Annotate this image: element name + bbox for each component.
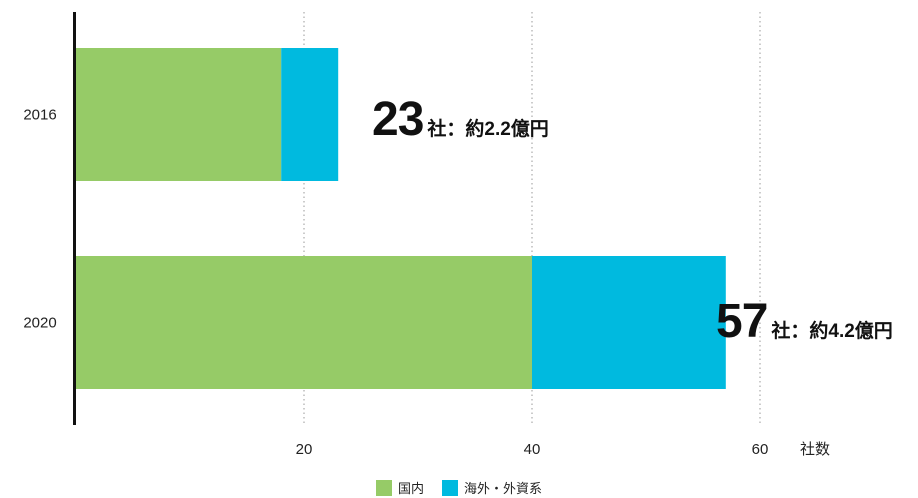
bars <box>76 48 726 389</box>
category-label-2020: 2020 <box>23 315 56 332</box>
legend-label-overseas: 海外・外資系 <box>464 481 543 496</box>
x-axis-label: 社数 <box>800 441 830 458</box>
legend-item-domestic: 国内 <box>375 478 424 497</box>
category-label-2016: 2016 <box>23 107 56 124</box>
annotation-2016: 23 社：約2.2億円 <box>372 93 549 146</box>
x-tick-label: 20 <box>296 441 313 458</box>
bar-2020-series-0 <box>76 256 532 389</box>
bar-2020-series-1 <box>532 256 726 389</box>
annotation-number: 23 <box>372 93 423 146</box>
annotation-2020: 57 社：約4.2億円 <box>716 295 893 348</box>
bar-2016-series-0 <box>76 48 282 181</box>
annotation-suffix: 社：約2.2億円 <box>426 117 548 140</box>
legend-label-domestic: 国内 <box>397 481 424 496</box>
annotation-suffix: 社：約4.2億円 <box>770 319 892 342</box>
labels: 20 40 60 社数 2016 2020 23 社：約2.2億円 57 社：約4.2億円 <box>23 93 893 458</box>
legend: 国内 海外・外資系 <box>0 478 918 497</box>
x-tick-label: 40 <box>524 441 541 458</box>
legend-swatch-overseas <box>442 479 458 496</box>
legend-swatch-domestic <box>375 479 392 496</box>
x-tick-label: 60 <box>752 441 769 458</box>
annotation-number: 57 <box>716 295 767 348</box>
legend-item-overseas: 海外・外資系 <box>442 478 542 497</box>
bar-2016-series-1 <box>281 48 339 181</box>
